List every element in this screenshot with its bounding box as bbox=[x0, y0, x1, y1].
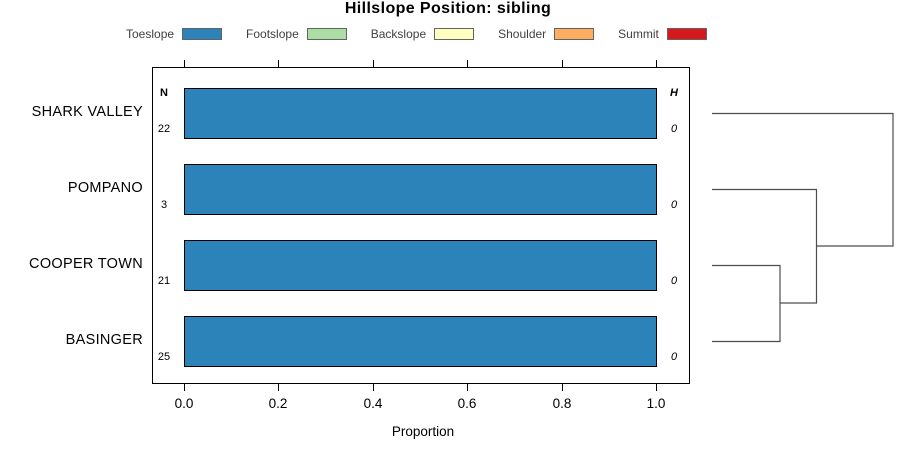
axis-tick-mark bbox=[373, 60, 374, 67]
axis-tick-mark bbox=[656, 60, 657, 67]
legend-label: Summit bbox=[618, 27, 659, 41]
legend: Toeslope Footslope Backslope Shoulder Su… bbox=[126, 25, 707, 43]
axis-tick-mark bbox=[562, 384, 563, 391]
x-axis-label: Proportion bbox=[391, 424, 455, 439]
backslope-color-swatch bbox=[434, 28, 475, 40]
x-tick-label: 0.0 bbox=[174, 396, 194, 411]
legend-item-shoulder: Shoulder bbox=[498, 27, 595, 41]
toeslope-color-swatch bbox=[182, 28, 223, 40]
plot-area bbox=[152, 67, 690, 384]
x-tick-label: 0.8 bbox=[552, 396, 572, 411]
dendrogram-branch-shark-valley bbox=[712, 112, 894, 247]
legend-label: Shoulder bbox=[498, 27, 547, 41]
footslope-color-swatch bbox=[306, 28, 347, 40]
row-label-shark-valley: SHARK VALLEY bbox=[31, 104, 143, 120]
legend-item-footslope: Footslope bbox=[246, 27, 347, 41]
n-value: 25 bbox=[157, 351, 171, 363]
h-value: 0 bbox=[670, 275, 678, 287]
row-label-basinger: BASINGER bbox=[65, 332, 143, 348]
axis-tick-mark bbox=[373, 384, 374, 391]
x-tick-label: 1.0 bbox=[646, 396, 666, 411]
axis-tick-mark bbox=[278, 60, 279, 67]
legend-item-backslope: Backslope bbox=[370, 27, 475, 41]
dendrogram bbox=[712, 112, 894, 343]
x-tick-label: 0.4 bbox=[363, 396, 383, 411]
chart-title: Hillslope Position: sibling bbox=[344, 0, 552, 17]
proportion-bar bbox=[184, 316, 657, 367]
axis-tick-mark bbox=[562, 60, 563, 67]
proportion-bar bbox=[184, 88, 657, 139]
row-label-pompano: POMPANO bbox=[67, 180, 143, 196]
dendrogram-branch-cooper-basinger bbox=[712, 264, 781, 343]
h-value: 0 bbox=[670, 123, 678, 135]
axis-tick-mark bbox=[656, 384, 657, 391]
proportion-bar bbox=[184, 164, 657, 215]
legend-label: Backslope bbox=[370, 27, 427, 41]
proportion-bar bbox=[184, 240, 657, 291]
row-label-cooper-town: COOPER TOWN bbox=[29, 256, 143, 272]
summit-color-swatch bbox=[666, 28, 707, 40]
h-value: 0 bbox=[670, 351, 678, 363]
n-value: 3 bbox=[160, 199, 168, 211]
legend-label: Footslope bbox=[246, 27, 299, 41]
axis-tick-mark bbox=[467, 384, 468, 391]
dendrogram-branch-pompano bbox=[712, 188, 818, 304]
n-value: 22 bbox=[157, 123, 171, 135]
h-value: 0 bbox=[670, 199, 678, 211]
n-column-header: N bbox=[160, 87, 168, 99]
axis-tick-mark bbox=[278, 384, 279, 391]
shoulder-color-swatch bbox=[554, 28, 595, 40]
x-tick-label: 0.6 bbox=[457, 396, 477, 411]
legend-item-summit: Summit bbox=[618, 27, 707, 41]
legend-label: Toeslope bbox=[126, 27, 175, 41]
axis-tick-mark bbox=[184, 60, 185, 67]
axis-tick-mark bbox=[467, 60, 468, 67]
x-tick-label: 0.2 bbox=[268, 396, 288, 411]
legend-item-toeslope: Toeslope bbox=[126, 27, 223, 41]
n-value: 21 bbox=[157, 275, 171, 287]
axis-tick-mark bbox=[184, 384, 185, 391]
h-column-header: H bbox=[670, 87, 678, 99]
